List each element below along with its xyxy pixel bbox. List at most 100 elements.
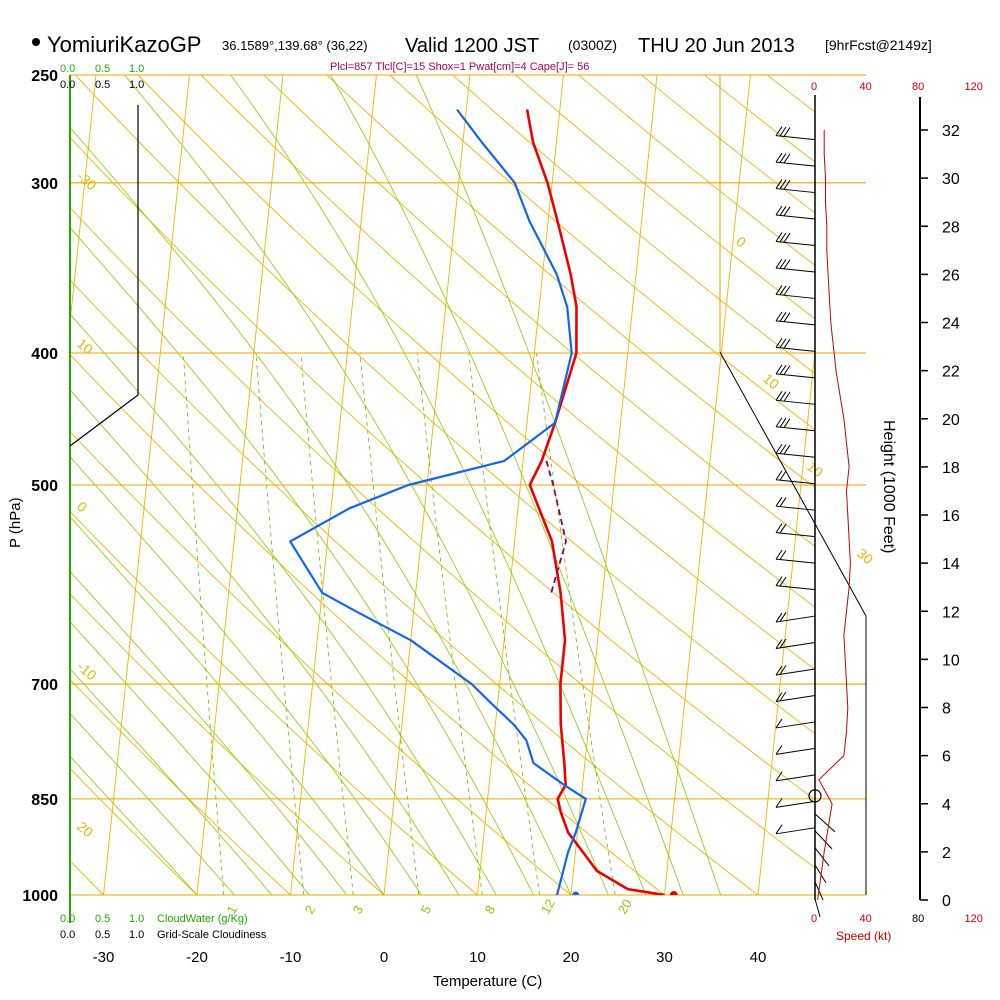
calm-wind-marker-icon — [808, 789, 822, 803]
wind-barbs — [775, 126, 836, 918]
dry-adiabat — [956, 75, 1000, 895]
speed-tick-top: 80 — [912, 81, 924, 93]
wind-barb-icon — [814, 847, 830, 867]
speed-tick-bottom: 40 — [860, 913, 872, 925]
station-name: YomiuriKazoGP — [47, 32, 201, 57]
dry-adiabat — [70, 510, 478, 895]
wind-barb-icon — [775, 391, 816, 405]
cloud-profile — [69, 105, 139, 447]
dry-adiabat-label: 10 — [74, 335, 96, 357]
wind-barb-icon — [775, 311, 816, 326]
cloudiness-label: Grid-Scale Cloudiness — [157, 929, 267, 941]
height-tick-label: 0 — [942, 893, 951, 910]
height-tick-label: 2 — [942, 845, 951, 862]
x-tick-label: -10 — [280, 949, 302, 966]
surface-dewpoint-dot — [572, 891, 580, 895]
wind-barb-icon — [775, 718, 816, 729]
moist-adiabat — [70, 621, 310, 895]
speed-tick-top: 0 — [811, 81, 817, 93]
series-temperature-line — [525, 109, 665, 895]
series-dewpoint-line — [289, 108, 587, 895]
isobars — [70, 74, 866, 896]
cloud-tick: 0.5 — [95, 63, 110, 75]
forecast-run: [9hrFcst@2149z] — [825, 37, 932, 53]
x-tick-label: 40 — [750, 949, 767, 966]
cloud-tick: 0.5 — [95, 913, 110, 925]
wind-barb-icon — [775, 824, 816, 835]
mixing-ratio-line — [182, 352, 225, 895]
wind-barb-icon — [775, 179, 816, 194]
profile-lines — [289, 108, 678, 895]
dry-adiabat — [452, 75, 815, 375]
dry-adiabat — [893, 75, 1000, 895]
cloud-tick: 0.0 — [60, 63, 75, 75]
dry-adiabat — [70, 593, 385, 895]
x-tick-label: -20 — [186, 949, 208, 966]
dry-adiabat — [70, 136, 815, 801]
isotherm — [945, 75, 1000, 895]
pressure-tick-label: 500 — [31, 478, 58, 495]
dry-adiabat-label: -30 — [74, 168, 100, 193]
moist-adiabat — [70, 516, 385, 895]
dry-adiabat — [74, 75, 815, 735]
cloud-water-label: CloudWater (g/Kg) — [157, 913, 248, 925]
mixing-ratio-label: 8 — [482, 903, 499, 917]
height-tick-label: 24 — [942, 316, 960, 333]
height-tick-label: 18 — [942, 460, 960, 477]
pressure-tick-label: 850 — [31, 792, 58, 809]
stratosphere-boundary — [719, 351, 867, 895]
speed-axis-label: Speed (kt) — [836, 929, 891, 943]
x-axis-label: Temperature (C) — [433, 973, 542, 990]
moist-adiabat — [230, 75, 647, 895]
dry-adiabat-label: 0 — [733, 233, 749, 250]
height-tick-label: 6 — [942, 749, 951, 766]
wind-barb-icon — [775, 745, 816, 755]
cloud-tick: 1.0 — [129, 79, 144, 91]
dry-adiabat-label: 0 — [74, 498, 90, 515]
wind-barb-icon — [775, 364, 816, 379]
wind-barb-icon — [775, 338, 816, 352]
cloud-tick: 0.5 — [95, 79, 110, 91]
zulu-time: (0300Z) — [568, 37, 617, 53]
wind-barb-icon — [775, 443, 816, 458]
wind-barb-icon — [814, 813, 836, 833]
wind-barb-icon — [775, 638, 816, 650]
x-tick-label: 0 — [380, 949, 388, 966]
wind-barb-icon — [775, 126, 816, 141]
wind-barb-icon — [775, 417, 816, 432]
dry-adiabat — [0, 75, 10, 895]
wind-barb-icon — [775, 205, 816, 220]
speed-tick-bottom: 0 — [811, 913, 817, 925]
height-tick-label: 22 — [942, 364, 960, 381]
station-bullet-icon — [32, 38, 40, 46]
dry-adiabat — [70, 678, 291, 895]
height-tick-label: 26 — [942, 267, 960, 284]
dry-adiabat — [515, 75, 815, 320]
dry-adiabat — [137, 75, 815, 671]
wind-barb-icon — [775, 285, 816, 299]
mixing-ratio-label: 20 — [615, 896, 635, 916]
dry-adiabat-label: 30 — [854, 545, 876, 567]
pressure-tick-label: 700 — [31, 677, 58, 694]
wind-barb-icon — [775, 470, 816, 485]
cloud-tick: 1.0 — [129, 929, 144, 941]
cloud-scale-top: 0.0 0.5 1.0 0.0 0.5 1.0 — [60, 63, 144, 91]
forecast-date: THU 20 Jun 2013 — [638, 35, 795, 57]
wind-barb-icon — [775, 232, 816, 246]
dry-adiabat — [70, 431, 572, 895]
x-tick-label: 30 — [656, 949, 673, 966]
wind-barb-icon — [775, 496, 816, 511]
dry-adiabat — [70, 206, 815, 869]
plot-frame — [69, 75, 867, 923]
speed-tick-bottom: 80 — [912, 913, 924, 925]
pressure-tick-label: 400 — [31, 346, 58, 363]
wind-barb-icon — [814, 830, 833, 850]
cloud-tick: 0.0 — [60, 929, 75, 941]
mixing-ratio-label: 12 — [538, 896, 558, 916]
pressure-tick-label: 250 — [31, 68, 58, 85]
dry-adiabat — [70, 279, 759, 895]
dry-adiabat-label: 20 — [74, 818, 96, 840]
moist-adiabat — [70, 570, 347, 895]
